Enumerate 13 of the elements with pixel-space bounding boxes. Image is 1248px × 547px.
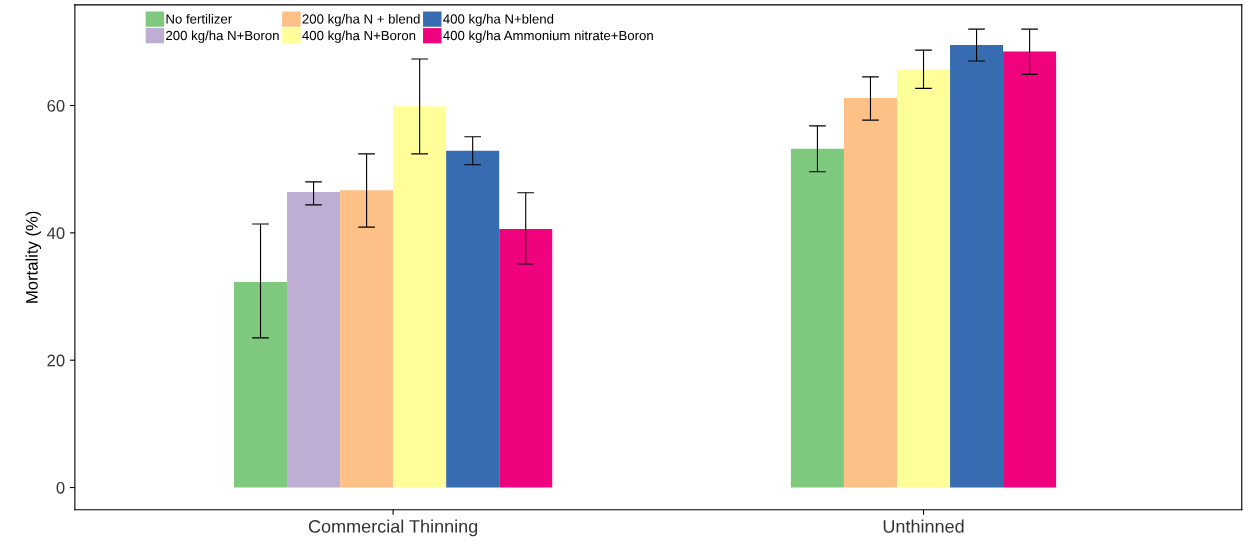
y-axis-title: Mortality (%) <box>25 211 42 303</box>
y-tick-label: 60 <box>47 99 65 112</box>
y-tick-label: 20 <box>47 354 65 367</box>
legend-label: 400 kg/ha N+Boron <box>302 30 416 43</box>
y-tick-label: 40 <box>47 227 65 240</box>
legend-label: 200 kg/ha N+Boron <box>166 30 279 43</box>
legend-label: 200 kg/ha N + blend <box>302 13 420 27</box>
x-tick-label: Unthinned <box>883 519 964 533</box>
legend-label: 400 kg/ha Ammonium nitrate+Boron <box>443 30 653 43</box>
legend-label: No fertilizer <box>166 13 232 24</box>
y-tick-label: 0 <box>56 481 65 494</box>
x-tick-label: Commercial Thinning <box>308 519 478 537</box>
legend-label: 400 kg/ha N+blend <box>443 13 554 27</box>
